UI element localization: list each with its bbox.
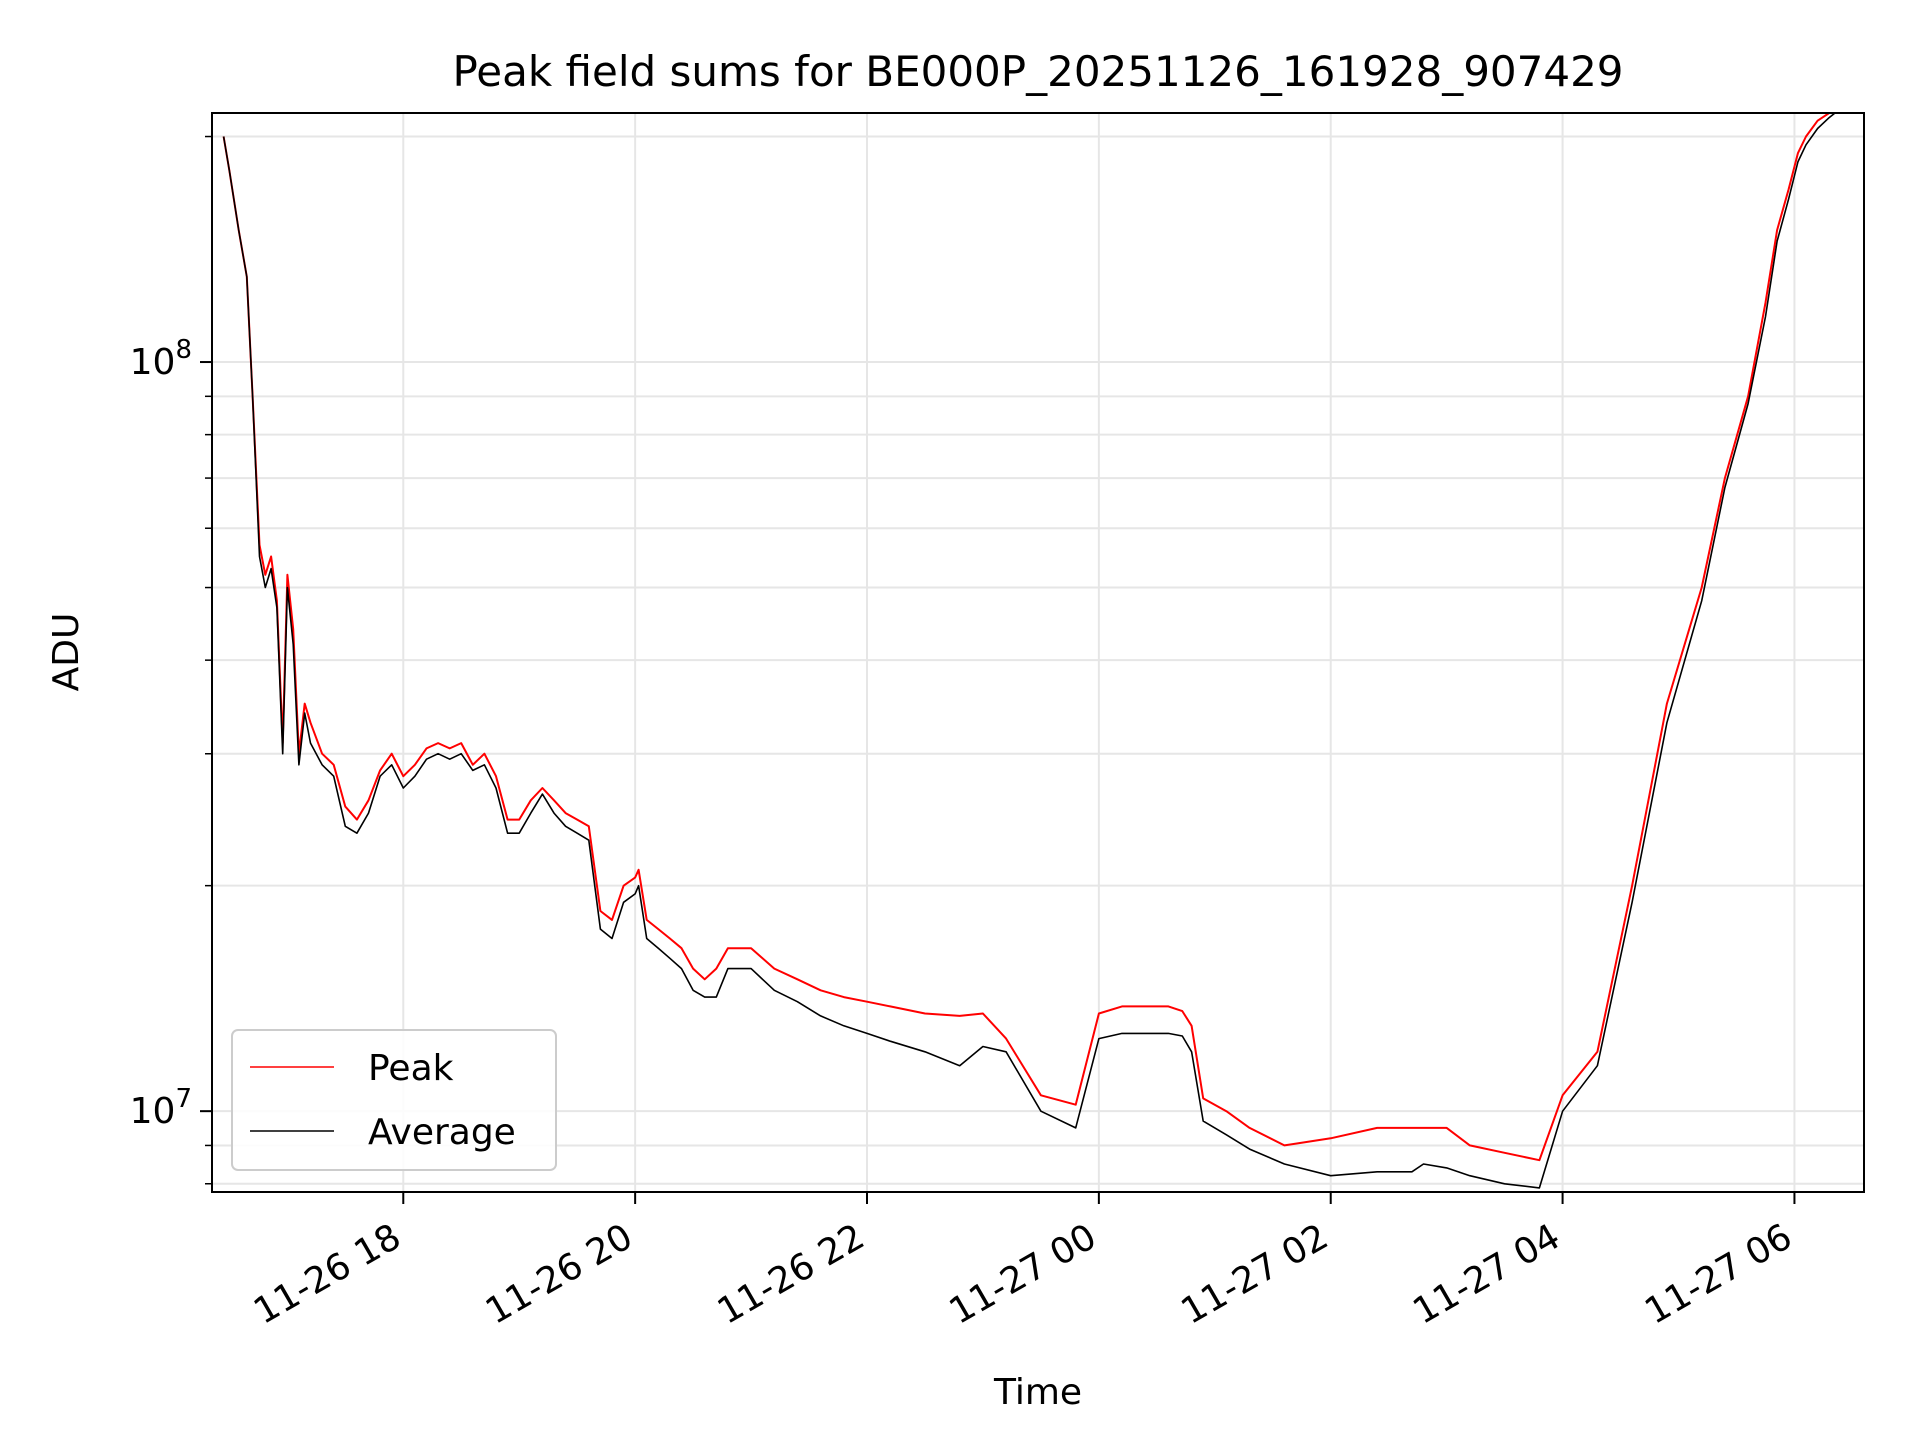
series-line-peak	[222, 113, 1835, 1162]
grid-layer	[212, 113, 1864, 1192]
legend-box	[231, 1029, 557, 1171]
x-tick-label: 11-27 02	[1175, 1216, 1336, 1332]
y-tick-label: 108	[130, 335, 192, 383]
series-line-average	[222, 113, 1836, 1189]
series-layer	[222, 113, 1836, 1189]
x-axis: 11-26 18 11-26 20 11-26 22 11-27 00 11-27 02…	[247, 1192, 1799, 1333]
legend: Peak Average	[231, 1029, 557, 1171]
y-tick-label: 107	[130, 1084, 192, 1132]
x-tick-label: 11-27 00	[943, 1216, 1104, 1332]
legend-average-label: Average	[368, 1112, 516, 1153]
x-tick-label: 11-26 18	[247, 1216, 408, 1332]
x-tick-label: 11-26 22	[711, 1216, 872, 1332]
y-axis: 107 108	[130, 135, 212, 1185]
x-tick-label: 11-27 06	[1638, 1216, 1799, 1332]
x-tick-label: 11-26 20	[479, 1216, 640, 1332]
y-axis-label: ADU	[46, 613, 87, 692]
x-tick-label: 11-27 04	[1406, 1216, 1567, 1332]
legend-peak-label: Peak	[368, 1048, 454, 1089]
x-axis-label: Time	[993, 1372, 1082, 1413]
chart-title: Peak field sums for BE000P_20251126_1619…	[452, 47, 1623, 96]
plot-frame	[211, 112, 1865, 1193]
